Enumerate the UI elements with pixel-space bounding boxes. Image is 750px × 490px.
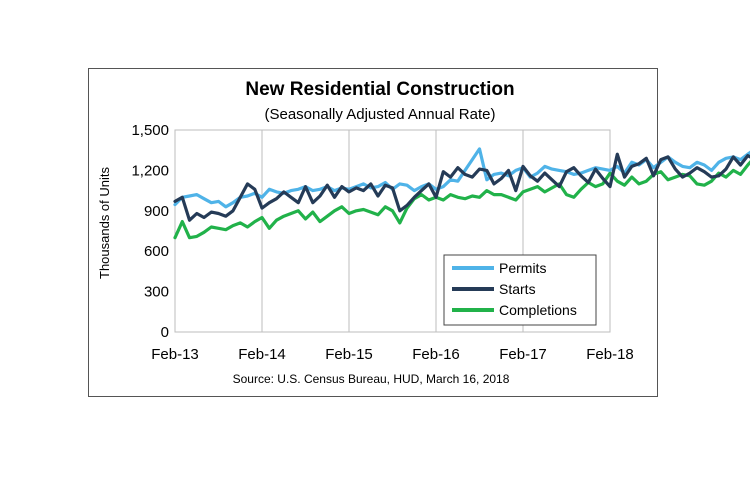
y-tick-label: 600 xyxy=(144,243,169,260)
y-axis-label: Thousands of Units xyxy=(97,167,112,280)
x-tick-label: Feb-15 xyxy=(325,346,373,363)
y-tick-label: 1,200 xyxy=(131,162,169,179)
series-line-completions xyxy=(173,160,750,240)
y-tick-label: 900 xyxy=(144,203,169,220)
chart-title: New Residential Construction xyxy=(245,79,514,100)
legend-label-permits: Permits xyxy=(499,260,546,276)
y-tick-label: 1,500 xyxy=(131,122,169,139)
legend-label-starts: Starts xyxy=(499,281,536,297)
y-tick-label: 300 xyxy=(144,284,169,301)
x-tick-label: Feb-17 xyxy=(499,346,547,363)
gridlines xyxy=(174,129,611,333)
series-line-starts xyxy=(173,152,750,222)
x-axis-ticks: Feb-13 Feb-14 Feb-15 Feb-16 Feb-17 Feb-18 xyxy=(151,346,634,363)
chart-subtitle: (Seasonally Adjusted Annual Rate) xyxy=(265,106,496,123)
source-note: Source: U.S. Census Bureau, HUD, March 1… xyxy=(233,372,510,386)
legend: Permits Starts Completions xyxy=(443,254,597,326)
legend-label-completions: Completions xyxy=(499,302,577,318)
x-tick-label: Feb-16 xyxy=(412,346,460,363)
chart-frame xyxy=(88,68,658,397)
y-axis-ticks: 0 300 600 900 1,200 1,500 xyxy=(131,122,169,341)
y-tick-label: 0 xyxy=(161,324,169,341)
plot-area xyxy=(173,147,750,240)
x-tick-label: Feb-14 xyxy=(238,346,286,363)
x-tick-label: Feb-13 xyxy=(151,346,199,363)
x-tick-label: Feb-18 xyxy=(586,346,634,363)
